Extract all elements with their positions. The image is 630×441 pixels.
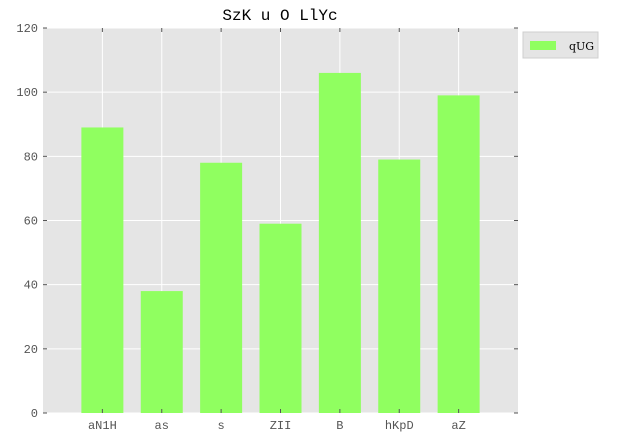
- bar-aZ: [437, 95, 480, 413]
- bar-B: [318, 72, 361, 414]
- x-tick-label: as: [155, 419, 169, 433]
- y-tick-label: 100: [16, 86, 38, 100]
- y-tick-label: 0: [31, 407, 38, 421]
- bar-hKpD: [378, 159, 421, 413]
- x-tick-label: aZ: [451, 419, 465, 433]
- chart-title: SzK u O LlYc: [222, 7, 337, 25]
- y-tick-label: 20: [24, 343, 38, 357]
- bar-s: [200, 162, 243, 413]
- x-tick-label: ZII: [270, 419, 292, 433]
- legend-label: qUG: [569, 40, 594, 53]
- y-tick-label: 80: [24, 150, 38, 164]
- legend-swatch: [530, 41, 556, 50]
- bar-ZII: [259, 223, 302, 413]
- y-axis: 0 20 40 60 80 100 120: [16, 22, 518, 421]
- y-tick-label: 120: [16, 22, 38, 36]
- y-tick-label: 60: [24, 215, 38, 229]
- x-tick-label: s: [218, 419, 225, 433]
- legend: qUG: [522, 31, 599, 59]
- y-tick-label: 40: [24, 279, 38, 293]
- x-tick-label: B: [336, 419, 343, 433]
- bar-aN1H: [81, 127, 124, 413]
- bars-group: [81, 72, 480, 414]
- x-tick-label: aN1H: [88, 419, 117, 433]
- bar-as: [140, 291, 183, 413]
- x-tick-label: hKpD: [385, 419, 414, 433]
